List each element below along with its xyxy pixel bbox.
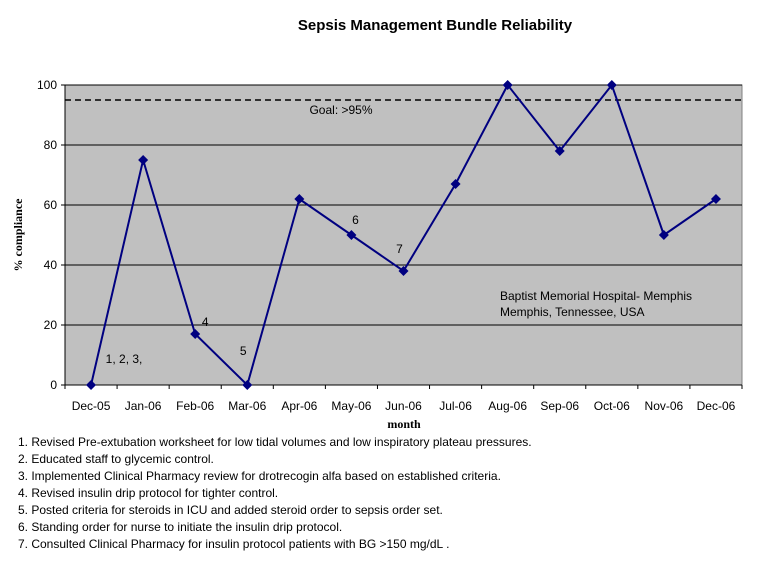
data-point-marker [346,230,357,240]
data-point-marker [658,230,669,240]
data-point-marker [242,380,253,390]
data-point-marker [398,266,409,276]
point-label: 4 [202,315,209,329]
goal-label: Goal: >95% [309,103,372,117]
point-label: 1, 2, 3, [106,352,143,366]
x-tick-label: Jan-06 [125,399,162,413]
data-point-marker [138,155,149,165]
y-tick-label: 40 [44,258,58,272]
hospital-location: Memphis, Tennessee, USA [500,305,645,319]
point-label: 5 [240,344,247,358]
x-tick-label: Mar-06 [228,399,266,413]
hospital-name: Baptist Memorial Hospital- Memphis [500,289,692,303]
note-item: 5. Posted criteria for steroids in ICU a… [18,503,443,517]
goal-line-group: Goal: >95% [65,99,742,117]
x-tick-label: Dec-06 [697,399,736,413]
x-tick-label: Sep-06 [540,399,579,413]
x-tick-label: Dec-05 [72,399,111,413]
note-item: 7. Consulted Clinical Pharmacy for insul… [18,537,450,551]
point-labels: 1, 2, 3, 4 5 6 7 [106,213,403,366]
x-tick-label: Aug-06 [488,399,527,413]
data-point-marker [86,380,97,390]
compliance-series [86,80,721,390]
note-item: 3. Implemented Clinical Pharmacy review … [18,469,501,483]
intervention-notes: 1. Revised Pre-extubation worksheet for … [18,434,532,553]
gridlines [65,84,742,326]
data-point-marker [554,146,565,156]
note-item: 4. Revised insulin drip protocol for tig… [18,486,279,500]
sepsis-compliance-chart: Sepsis Management Bundle Reliability Goa… [11,17,743,430]
data-point-marker [450,179,461,189]
y-tick-label: 60 [44,198,58,212]
x-tick-label: Jul-06 [439,399,472,413]
x-tick-label: Jun-06 [385,399,422,413]
data-point-marker [190,329,201,339]
y-tick-label: 100 [37,78,57,92]
x-axis-title: month [387,417,421,430]
x-tick-label: May-06 [331,399,371,413]
x-tick-label: Apr-06 [281,399,317,413]
axes: 0 20 40 60 80 100 Dec-05 Jan-06 Feb-06 Mar-06 Apr-… [37,78,743,413]
x-tick-label: Oct-06 [594,399,630,413]
note-item: 1. Revised Pre-extubation worksheet for … [18,435,532,449]
y-tick-label: 20 [44,318,58,332]
note-item: 2. Educated staff to glycemic control. [18,452,214,466]
data-point-marker [606,80,617,90]
y-tick-label: 0 [50,378,57,392]
point-label: 6 [352,213,359,227]
y-axis-title: % compliance [11,198,25,272]
y-tick-label: 80 [44,138,58,152]
chart-title: Sepsis Management Bundle Reliability [298,17,573,34]
data-point-marker [502,80,513,90]
x-tick-label: Nov-06 [645,399,684,413]
hospital-annotation: Baptist Memorial Hospital- Memphis Memph… [500,289,695,319]
data-point-marker [294,194,305,204]
x-tick-label: Feb-06 [176,399,214,413]
point-label: 7 [396,242,403,256]
data-point-marker [710,194,721,204]
note-item: 6. Standing order for nurse to initiate … [18,520,343,534]
